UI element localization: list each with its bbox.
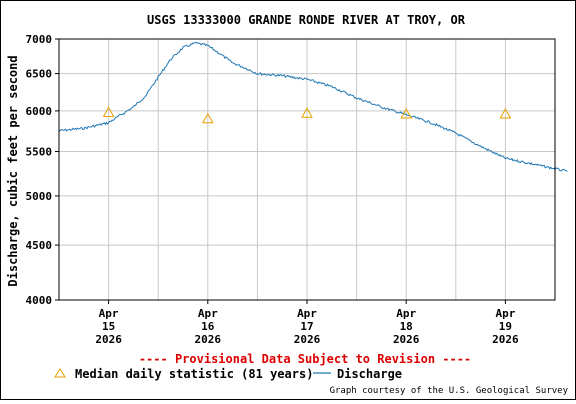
median-marker — [301, 107, 313, 118]
grid-lines — [55, 38, 555, 304]
legend-discharge-label: Discharge — [337, 367, 402, 381]
series-layer — [58, 41, 568, 172]
plot-area-border — [58, 38, 556, 301]
legend-median-label: Median daily statistic (81 years) — [75, 367, 313, 381]
y-tick-label: 4000 — [26, 294, 53, 307]
median-marker — [102, 106, 115, 117]
chart-title: USGS 13333000 GRANDE RONDE RIVER AT TROY… — [147, 13, 466, 27]
y-tick-label: 6000 — [26, 105, 53, 118]
y-axis-label: Discharge, cubic feet per second — [6, 55, 20, 286]
credit-text: Graph courtesy of the U.S. Geological Su… — [330, 386, 569, 396]
x-tick-label: Apr 17 2026 — [294, 307, 321, 346]
x-tick-label: Apr 19 2026 — [492, 307, 519, 346]
y-tick-label: 5000 — [26, 190, 53, 203]
y-tick-label: 5500 — [26, 145, 53, 158]
median-marker — [499, 107, 512, 119]
y-tick-label: 4500 — [26, 239, 53, 252]
x-tick-label: Apr 16 2026 — [195, 307, 222, 346]
x-tick-label: Apr 15 2026 — [95, 307, 122, 346]
x-tick-labels: Apr 15 2026 Apr 16 2026 Apr 17 2026 Apr 18 2026 Apr 1… — [95, 307, 519, 346]
legend-median-marker — [54, 368, 66, 378]
x-tick-label: Apr 18 2026 — [393, 307, 420, 346]
median-marker — [201, 112, 214, 124]
y-tick-labels: 4000 4500 5000 5500 6000 6500 7000 — [26, 33, 53, 307]
y-tick-label: 7000 — [26, 33, 53, 46]
discharge-series-line — [58, 41, 568, 172]
provisional-note: ---- Provisional Data Subject to Revisio… — [139, 352, 471, 366]
median-marker — [400, 107, 413, 119]
y-tick-label: 6500 — [26, 68, 53, 81]
legend: Median daily statistic (81 years) Discha… — [54, 367, 402, 381]
